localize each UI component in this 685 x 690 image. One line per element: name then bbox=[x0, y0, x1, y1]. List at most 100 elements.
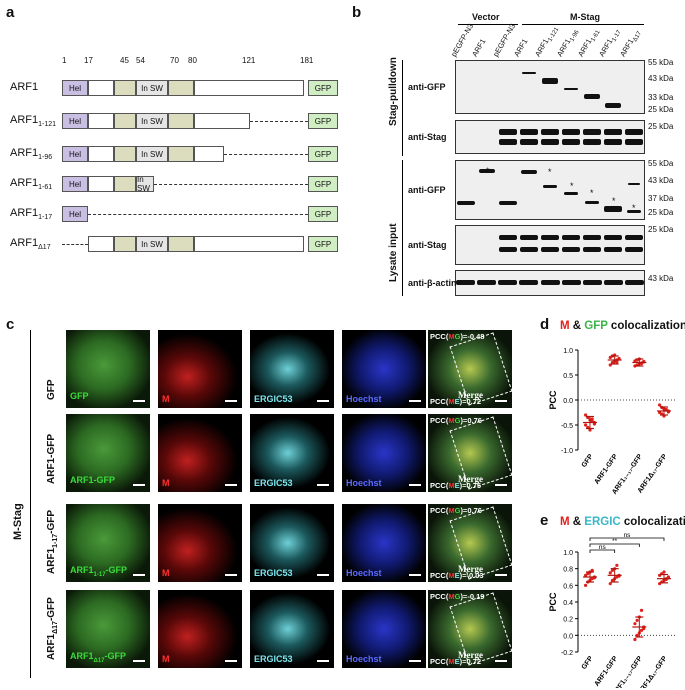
protein-band bbox=[583, 129, 602, 135]
antibody-label: anti-GFP bbox=[408, 185, 446, 195]
data-point bbox=[658, 403, 662, 407]
kda-marker: 55 kDa bbox=[648, 159, 674, 168]
title-ergic: ERGIC bbox=[584, 516, 621, 528]
protein-band bbox=[519, 235, 538, 240]
channel-label: ERGIC53 bbox=[254, 478, 293, 488]
insw-domain: In SW bbox=[136, 146, 168, 162]
panel-c-label: c bbox=[6, 316, 15, 333]
scale-bar bbox=[133, 484, 145, 486]
protein-band bbox=[541, 129, 559, 135]
group-line bbox=[522, 24, 644, 25]
micrograph: Merge PCC(MG)=-0.19 PCC(ME)=0.72 bbox=[428, 590, 512, 668]
construct-name: ARF1 bbox=[10, 177, 39, 189]
pcc-prefix: PCC( bbox=[430, 571, 449, 580]
data-point bbox=[664, 407, 668, 412]
category-label: GFP bbox=[581, 453, 595, 469]
position-tick: 17 bbox=[84, 56, 93, 65]
micrograph: M bbox=[158, 590, 242, 668]
scale-bar bbox=[409, 574, 421, 576]
pcc-close: )= bbox=[460, 506, 468, 515]
panel-a-label: a bbox=[6, 4, 15, 21]
position-tick: 54 bbox=[136, 56, 145, 65]
title-rest: colocalization bbox=[623, 516, 685, 528]
kda-marker: 43 kDa bbox=[648, 74, 674, 83]
pcc-m: M bbox=[448, 657, 455, 666]
scale-bar bbox=[409, 484, 421, 486]
chan-suffix: -GFP bbox=[104, 651, 127, 662]
lane-sub: 1-121 bbox=[547, 26, 561, 43]
hel-domain: Hel bbox=[62, 176, 88, 192]
linker-region bbox=[88, 80, 114, 96]
data-point bbox=[584, 583, 588, 587]
y-axis-label: PCC bbox=[548, 592, 558, 612]
lane-sub: 1-17 bbox=[611, 29, 623, 43]
sw-domain bbox=[114, 236, 136, 252]
insw-domain: In SW bbox=[136, 113, 168, 129]
section-bracket bbox=[402, 60, 403, 156]
pcc-m: M bbox=[448, 506, 455, 515]
kda-marker: 43 kDa bbox=[648, 274, 674, 283]
protein-band bbox=[604, 235, 623, 240]
construct-label: ARF11-121 bbox=[10, 114, 70, 128]
protein-band bbox=[583, 139, 602, 145]
significance-bracket bbox=[589, 543, 640, 547]
pcc-chart-e: -0.20.00.20.40.60.81.0PCCGFPARF1-GFPARF1… bbox=[548, 532, 676, 688]
protein-band bbox=[541, 235, 559, 240]
construct-name: ARF1 bbox=[10, 81, 39, 93]
antibody-label: anti-β-actin bbox=[408, 278, 457, 288]
protein-band bbox=[624, 280, 644, 285]
group-mstag: M-Stag bbox=[570, 12, 600, 22]
pcc-mg-value: PCC(MG)=0.76 bbox=[430, 416, 482, 425]
protein-band bbox=[584, 94, 601, 99]
y-tick-label: 0.0 bbox=[563, 398, 573, 405]
data-point bbox=[590, 568, 594, 572]
antibody-label: anti-GFP bbox=[408, 82, 446, 92]
body-domain bbox=[194, 236, 304, 252]
scale-bar bbox=[133, 574, 145, 576]
data-point bbox=[639, 628, 644, 632]
scale-bar bbox=[225, 484, 237, 486]
significance-label: ns bbox=[599, 544, 607, 551]
pcc-mg-value: PCC(MG)=-0.19 bbox=[430, 592, 484, 601]
construct-name: ARF1 bbox=[10, 207, 39, 219]
protein-band bbox=[582, 280, 602, 285]
group-vector: Vector bbox=[472, 12, 500, 22]
micrograph: Hoechst bbox=[342, 414, 426, 492]
hel-domain: Hel bbox=[62, 113, 88, 129]
construct-label: ARF11-61 bbox=[10, 177, 70, 191]
micrograph: Hoechst bbox=[342, 330, 426, 408]
protein-band bbox=[625, 247, 644, 252]
kda-marker: 33 kDa bbox=[648, 93, 674, 102]
pcc-second: G bbox=[454, 506, 461, 515]
scale-bar bbox=[317, 400, 329, 402]
kda-marker: 55 kDa bbox=[648, 58, 674, 67]
channel-label: Merge bbox=[458, 564, 483, 574]
section-bracket bbox=[402, 160, 403, 296]
construct-name: ARF1 bbox=[10, 237, 39, 249]
micrograph: ERGIC53 bbox=[250, 504, 334, 582]
protein-band bbox=[625, 235, 644, 240]
construct-sub: 1-96 bbox=[38, 154, 53, 162]
star-mark: * bbox=[548, 167, 552, 177]
scale-bar bbox=[317, 484, 329, 486]
channel-label: ERGIC53 bbox=[254, 568, 293, 578]
protein-band bbox=[498, 280, 518, 285]
star-mark: * bbox=[590, 188, 594, 198]
star-mark: * bbox=[632, 203, 636, 213]
gfp-domain: GFP bbox=[308, 176, 338, 192]
pcc-me-value: PCC(ME)=0.72 bbox=[430, 397, 481, 406]
protein-band bbox=[562, 247, 581, 252]
panel-b-label: b bbox=[352, 4, 362, 21]
protein-band bbox=[603, 280, 623, 285]
data-point bbox=[610, 568, 615, 572]
y-tick-label: 0.4 bbox=[563, 600, 573, 607]
title-m: M bbox=[560, 320, 570, 332]
protein-band bbox=[583, 235, 602, 240]
pcc-prefix: PCC( bbox=[430, 416, 449, 425]
blot-membrane bbox=[455, 120, 645, 154]
pcc-m: M bbox=[448, 592, 455, 601]
category-label: ARF1-GFP bbox=[593, 655, 619, 688]
pcc-second: E bbox=[454, 571, 460, 580]
kda-marker: 25 kDa bbox=[648, 122, 674, 131]
channel-label: M bbox=[162, 654, 170, 664]
